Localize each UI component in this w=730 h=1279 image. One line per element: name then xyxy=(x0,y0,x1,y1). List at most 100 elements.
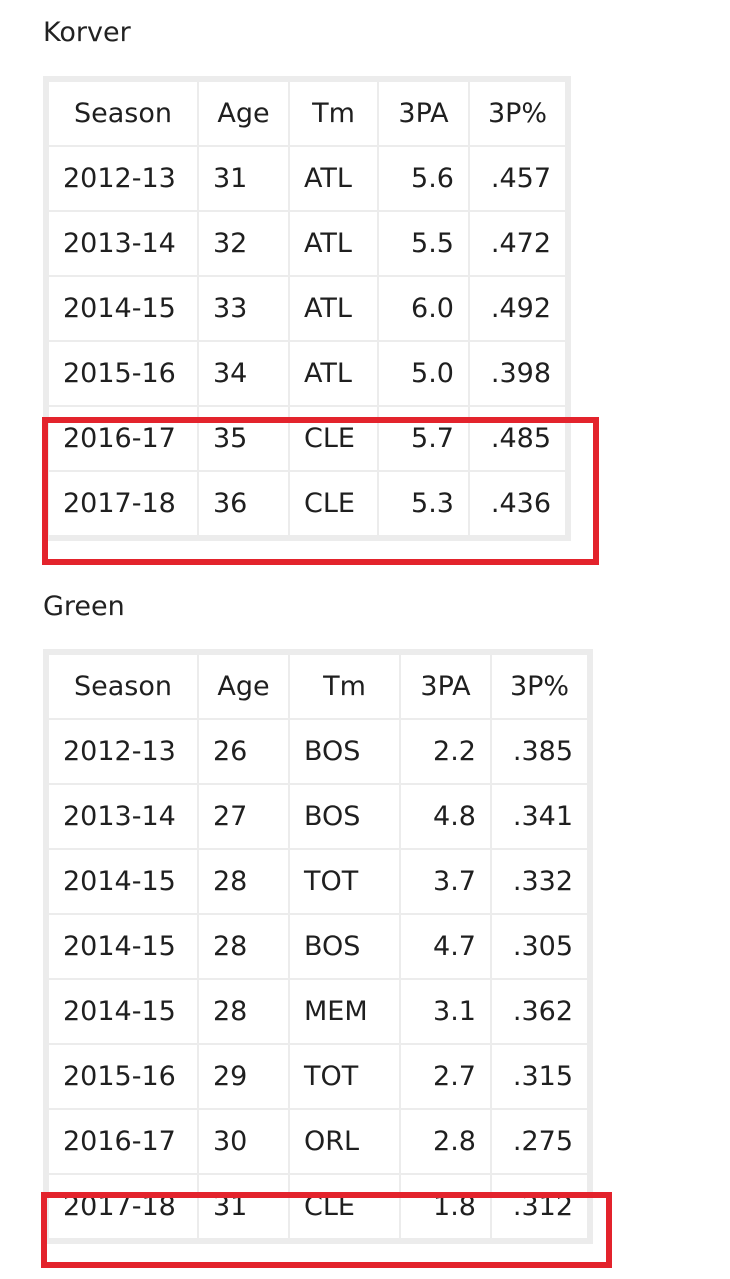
cell-3pa: 3.7 xyxy=(399,848,492,915)
cell-3pa: 5.5 xyxy=(377,210,470,277)
cell-age: 31 xyxy=(197,1173,290,1242)
cell-age: 27 xyxy=(197,783,290,850)
header-team: Tm xyxy=(288,651,401,720)
green-label: Green xyxy=(43,591,125,622)
cell-3p-pct: .485 xyxy=(468,405,569,472)
cell-season: 2017-18 xyxy=(45,1173,199,1242)
header-3p-pct: 3P% xyxy=(490,651,591,720)
header-season: Season xyxy=(45,78,199,147)
cell-3p-pct: .332 xyxy=(490,848,591,915)
cell-3p-pct: .362 xyxy=(490,978,591,1045)
cell-season: 2016-17 xyxy=(45,405,199,472)
cell-3p-pct: .436 xyxy=(468,470,569,539)
green-stats-table: Season Age Tm 3PA 3P% 2012-13 26 BOS 2.2… xyxy=(43,649,593,1244)
cell-3pa: 6.0 xyxy=(377,275,470,342)
cell-team: ATL xyxy=(288,210,379,277)
cell-team: CLE xyxy=(288,1173,401,1242)
cell-age: 28 xyxy=(197,848,290,915)
table-row: 2012-13 31 ATL 5.6 .457 xyxy=(45,145,569,212)
cell-age: 34 xyxy=(197,340,290,407)
table-row: 2013-14 32 ATL 5.5 .472 xyxy=(45,210,569,277)
cell-season: 2015-16 xyxy=(45,340,199,407)
cell-team: ATL xyxy=(288,145,379,212)
cell-season: 2015-16 xyxy=(45,1043,199,1110)
cell-age: 28 xyxy=(197,913,290,980)
cell-team: ATL xyxy=(288,340,379,407)
cell-3pa: 2.2 xyxy=(399,718,492,785)
cell-3p-pct: .341 xyxy=(490,783,591,850)
cell-3p-pct: .457 xyxy=(468,145,569,212)
header-3p-pct: 3P% xyxy=(468,78,569,147)
cell-3p-pct: .315 xyxy=(490,1043,591,1110)
cell-age: 30 xyxy=(197,1108,290,1175)
cell-season: 2013-14 xyxy=(45,210,199,277)
table-row: 2015-16 29 TOT 2.7 .315 xyxy=(45,1043,591,1110)
cell-3pa: 4.7 xyxy=(399,913,492,980)
cell-season: 2012-13 xyxy=(45,718,199,785)
cell-season: 2013-14 xyxy=(45,783,199,850)
cell-3pa: 2.7 xyxy=(399,1043,492,1110)
cell-team: BOS xyxy=(288,783,401,850)
cell-age: 33 xyxy=(197,275,290,342)
header-season: Season xyxy=(45,651,199,720)
cell-team: TOT xyxy=(288,848,401,915)
header-age: Age xyxy=(197,651,290,720)
cell-3pa: 5.6 xyxy=(377,145,470,212)
korver-stats-table: Season Age Tm 3PA 3P% 2012-13 31 ATL 5.6… xyxy=(43,76,571,541)
header-age: Age xyxy=(197,78,290,147)
table-row: 2015-16 34 ATL 5.0 .398 xyxy=(45,340,569,407)
cell-3p-pct: .305 xyxy=(490,913,591,980)
cell-age: 35 xyxy=(197,405,290,472)
cell-3p-pct: .275 xyxy=(490,1108,591,1175)
table-row: 2014-15 33 ATL 6.0 .492 xyxy=(45,275,569,342)
table-row: 2016-17 35 CLE 5.7 .485 xyxy=(45,405,569,472)
cell-age: 28 xyxy=(197,978,290,1045)
cell-team: MEM xyxy=(288,978,401,1045)
cell-3pa: 5.7 xyxy=(377,405,470,472)
cell-3p-pct: .385 xyxy=(490,718,591,785)
table-row: 2016-17 30 ORL 2.8 .275 xyxy=(45,1108,591,1175)
cell-3pa: 5.3 xyxy=(377,470,470,539)
cell-age: 29 xyxy=(197,1043,290,1110)
cell-team: BOS xyxy=(288,913,401,980)
table-row: 2012-13 26 BOS 2.2 .385 xyxy=(45,718,591,785)
cell-3pa: 3.1 xyxy=(399,978,492,1045)
cell-3pa: 5.0 xyxy=(377,340,470,407)
cell-3p-pct: .398 xyxy=(468,340,569,407)
cell-season: 2014-15 xyxy=(45,275,199,342)
cell-3pa: 1.8 xyxy=(399,1173,492,1242)
header-team: Tm xyxy=(288,78,379,147)
cell-season: 2016-17 xyxy=(45,1108,199,1175)
table-row: 2014-15 28 MEM 3.1 .362 xyxy=(45,978,591,1045)
cell-season: 2014-15 xyxy=(45,978,199,1045)
cell-season: 2014-15 xyxy=(45,848,199,915)
table-header-row: Season Age Tm 3PA 3P% xyxy=(45,78,569,147)
table-row: 2013-14 27 BOS 4.8 .341 xyxy=(45,783,591,850)
table-header-row: Season Age Tm 3PA 3P% xyxy=(45,651,591,720)
table-row: 2014-15 28 BOS 4.7 .305 xyxy=(45,913,591,980)
header-3pa: 3PA xyxy=(377,78,470,147)
cell-team: CLE xyxy=(288,470,379,539)
cell-3p-pct: .472 xyxy=(468,210,569,277)
cell-3p-pct: .312 xyxy=(490,1173,591,1242)
cell-team: TOT xyxy=(288,1043,401,1110)
cell-season: 2014-15 xyxy=(45,913,199,980)
cell-team: BOS xyxy=(288,718,401,785)
table-row: 2014-15 28 TOT 3.7 .332 xyxy=(45,848,591,915)
table-row: 2017-18 36 CLE 5.3 .436 xyxy=(45,470,569,539)
korver-label: Korver xyxy=(43,17,131,48)
cell-3pa: 4.8 xyxy=(399,783,492,850)
cell-age: 26 xyxy=(197,718,290,785)
header-3pa: 3PA xyxy=(399,651,492,720)
cell-age: 32 xyxy=(197,210,290,277)
cell-age: 36 xyxy=(197,470,290,539)
table-row: 2017-18 31 CLE 1.8 .312 xyxy=(45,1173,591,1242)
cell-season: 2012-13 xyxy=(45,145,199,212)
cell-3pa: 2.8 xyxy=(399,1108,492,1175)
cell-age: 31 xyxy=(197,145,290,212)
cell-team: ATL xyxy=(288,275,379,342)
cell-season: 2017-18 xyxy=(45,470,199,539)
cell-3p-pct: .492 xyxy=(468,275,569,342)
cell-team: ORL xyxy=(288,1108,401,1175)
cell-team: CLE xyxy=(288,405,379,472)
